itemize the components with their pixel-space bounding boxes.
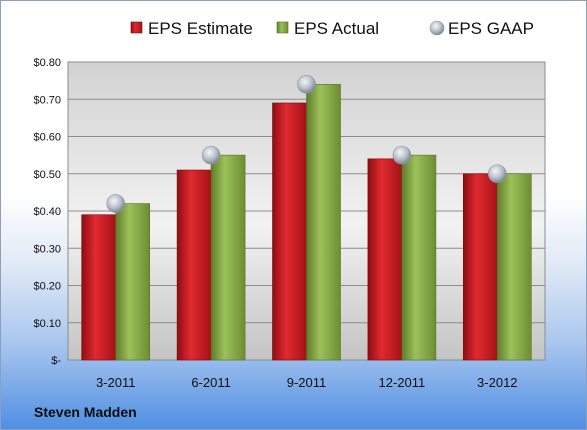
x-tick-label: 3-2011 bbox=[96, 375, 136, 390]
marker-eps-gaap bbox=[392, 145, 412, 165]
legend-swatch bbox=[130, 21, 143, 34]
x-tick-label: 3-2012 bbox=[477, 375, 517, 390]
y-tick-label: $0.60 bbox=[33, 132, 61, 144]
marker-eps-gaap bbox=[106, 194, 125, 213]
bar-eps-actual bbox=[496, 173, 532, 361]
x-axis: 3-2011 6-2011 9-2011 12-2011 3-2012 bbox=[96, 375, 518, 390]
legend-label: EPS Estimate bbox=[148, 19, 253, 38]
legend-label: EPS GAAP bbox=[448, 19, 534, 38]
bar-eps-estimate bbox=[367, 158, 403, 361]
bar-eps-estimate bbox=[462, 173, 498, 361]
bar-eps-actual bbox=[115, 203, 150, 361]
legend-swatch bbox=[429, 20, 445, 36]
legend: EPS Estimate EPS Actual EPS GAAP bbox=[130, 19, 534, 38]
y-tick-label: $0.20 bbox=[33, 281, 61, 293]
y-axis: $- $0.10 $0.20 $0.30 $0.40 $0.50 $0.60 $0.70 $0.… bbox=[33, 57, 61, 367]
bar-eps-estimate bbox=[81, 214, 116, 361]
marker-eps-gaap bbox=[201, 145, 221, 165]
marker-eps-gaap bbox=[297, 75, 316, 94]
marker-eps-gaap bbox=[487, 164, 507, 184]
legend-swatch bbox=[276, 21, 289, 34]
y-tick-label: $0.70 bbox=[33, 94, 61, 106]
x-tick-label: 9-2011 bbox=[287, 375, 327, 390]
bars bbox=[81, 84, 532, 361]
x-tick-label: 6-2011 bbox=[191, 375, 231, 390]
y-tick-label: $0.10 bbox=[33, 318, 61, 330]
bar-eps-actual bbox=[401, 154, 437, 361]
y-tick-label: $0.40 bbox=[33, 206, 61, 218]
bar-eps-actual bbox=[306, 84, 341, 361]
legend-label: EPS Actual bbox=[294, 19, 379, 38]
bar-eps-estimate bbox=[272, 102, 307, 361]
y-tick-label: $0.30 bbox=[33, 243, 61, 255]
bar-eps-estimate bbox=[176, 169, 212, 361]
y-tick-label: $0.50 bbox=[33, 169, 61, 181]
gaap-markers bbox=[106, 75, 507, 213]
y-tick-label: $- bbox=[51, 355, 61, 367]
bar-eps-actual bbox=[210, 154, 246, 361]
y-tick-label: $0.80 bbox=[33, 57, 61, 69]
x-tick-label: 12-2011 bbox=[379, 375, 426, 390]
company-name: Steven Madden bbox=[34, 404, 137, 420]
